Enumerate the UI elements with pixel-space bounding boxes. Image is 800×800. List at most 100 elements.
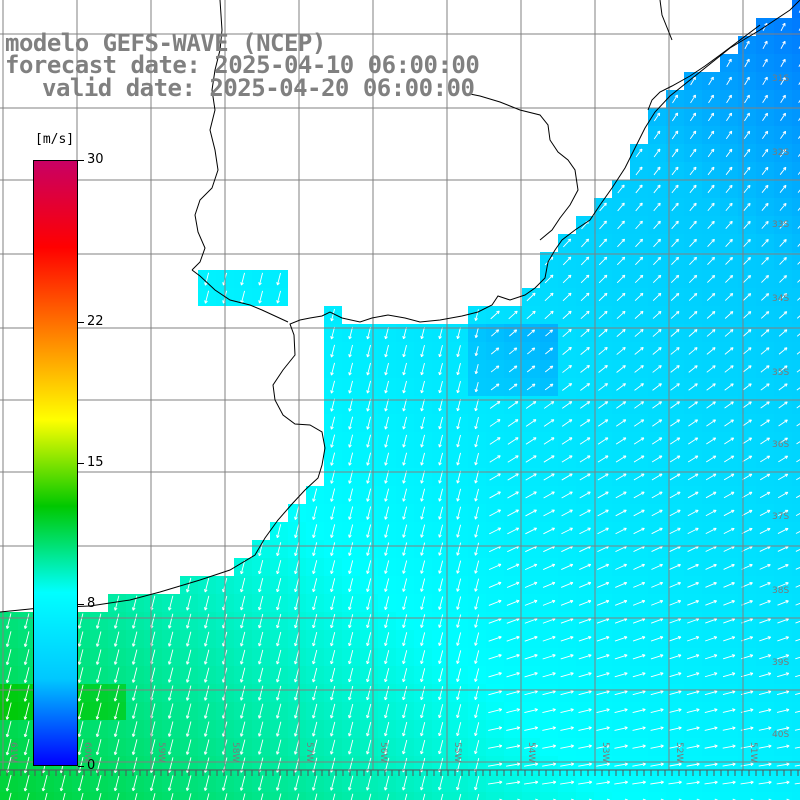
- wind-arrow-head: [714, 781, 718, 785]
- wind-arrow: [706, 293, 716, 301]
- wind-arrow: [330, 506, 336, 520]
- wind-arrow: [670, 311, 680, 319]
- wind-arrow-head: [420, 426, 422, 430]
- wind-arrow: [596, 708, 610, 714]
- wind-arrow-head: [438, 552, 440, 556]
- wind-arrow-head: [785, 419, 788, 423]
- wind-arrow: [525, 401, 537, 409]
- wind-arrow: [598, 347, 608, 355]
- wind-arrow: [456, 722, 462, 736]
- wind-arrow-head: [588, 564, 592, 568]
- wind-arrow: [150, 739, 156, 755]
- wind-arrow-head: [348, 354, 350, 358]
- wind-arrow-head: [677, 419, 681, 423]
- wind-arrow-head: [642, 455, 645, 459]
- wind-arrow: [457, 398, 461, 412]
- wind-arrow-head: [749, 455, 753, 459]
- wind-arrow: [725, 239, 733, 247]
- wind-arrow: [706, 347, 716, 355]
- wind-arrow-head: [660, 654, 664, 658]
- wind-arrow-head: [713, 203, 715, 207]
- wind-arrow-head: [641, 329, 644, 333]
- wind-arrow: [132, 685, 138, 701]
- wind-arrow: [384, 470, 390, 484]
- wind-arrow: [596, 690, 610, 696]
- field-cell: [792, 774, 800, 792]
- wind-arrow-head: [499, 781, 503, 785]
- wind-arrow: [524, 708, 538, 714]
- wind-arrow-head: [624, 654, 628, 658]
- wind-arrow-head: [605, 329, 608, 333]
- wind-arrow: [457, 345, 461, 357]
- wind-arrow-head: [678, 582, 681, 586]
- wind-arrow: [562, 256, 572, 266]
- wind-arrow-head: [348, 715, 350, 719]
- model-title: modelo GEFS-WAVE (NCEP): [5, 29, 326, 57]
- wind-arrow-head: [569, 256, 572, 261]
- wind-arrow-head: [23, 643, 26, 647]
- wind-arrow: [488, 745, 502, 749]
- wind-arrow-head: [113, 716, 116, 720]
- wind-arrow: [579, 582, 591, 588]
- wind-arrow-head: [293, 787, 296, 791]
- wind-arrow-head: [348, 480, 350, 484]
- wind-arrow: [420, 614, 426, 628]
- wind-arrow: [26, 792, 30, 800]
- wind-arrow: [615, 491, 627, 499]
- wind-arrow: [438, 470, 444, 484]
- wind-arrow: [614, 690, 628, 696]
- wind-arrow: [668, 672, 682, 678]
- wind-arrow-head: [383, 787, 386, 791]
- wind-arrow-head: [348, 660, 350, 664]
- wind-arrow-head: [185, 751, 188, 755]
- wind-arrow: [761, 275, 769, 283]
- longitude-label: 57W: [304, 742, 314, 763]
- wind-arrow: [705, 636, 717, 642]
- wind-arrow-head: [95, 679, 98, 683]
- wind-arrow: [489, 509, 501, 517]
- wind-arrow-head: [203, 715, 206, 719]
- wind-arrow-head: [113, 698, 116, 702]
- wind-arrow-head: [456, 624, 458, 628]
- wind-arrow: [367, 344, 371, 358]
- wind-arrow-head: [456, 732, 458, 736]
- wind-arrow: [114, 702, 120, 720]
- wind-arrow: [616, 274, 626, 284]
- wind-arrow-head: [732, 546, 735, 550]
- wind-arrow-head: [731, 347, 734, 351]
- wind-arrow-head: [221, 697, 224, 701]
- wind-arrow: [330, 524, 336, 538]
- wind-arrow-head: [366, 624, 368, 628]
- wind-arrow: [258, 613, 264, 629]
- wind-arrow: [96, 684, 102, 702]
- wind-arrow: [294, 613, 300, 629]
- wind-arrow-head: [785, 401, 788, 405]
- wind-arrow-head: [750, 636, 754, 640]
- wind-arrow-head: [384, 408, 386, 412]
- latitude-label: 31S: [772, 74, 790, 84]
- wind-arrow-head: [77, 733, 80, 737]
- wind-arrow: [580, 256, 590, 266]
- wind-arrow-head: [402, 516, 404, 520]
- wind-arrow-head: [588, 473, 591, 477]
- wind-arrow: [687, 473, 699, 481]
- wind-arrow: [780, 41, 786, 49]
- wind-arrow-head: [366, 353, 368, 358]
- wind-arrow-head: [95, 751, 98, 755]
- field-cell: [648, 792, 666, 800]
- colorbar-tick-mark: [78, 160, 84, 161]
- coastline: [0, 0, 800, 613]
- wind-arrow: [598, 310, 608, 320]
- wind-arrow-head: [784, 185, 787, 189]
- wind-arrow: [224, 793, 228, 800]
- wind-arrow-head: [516, 437, 519, 441]
- wind-arrow-head: [660, 781, 664, 785]
- wind-arrow-head: [77, 751, 80, 755]
- wind-arrow-head: [384, 498, 386, 502]
- wind-arrow-head: [696, 491, 699, 495]
- wind-arrow-head: [606, 528, 609, 531]
- wind-arrow: [759, 509, 771, 517]
- field-cell: [54, 792, 72, 800]
- wind-arrow: [669, 546, 681, 552]
